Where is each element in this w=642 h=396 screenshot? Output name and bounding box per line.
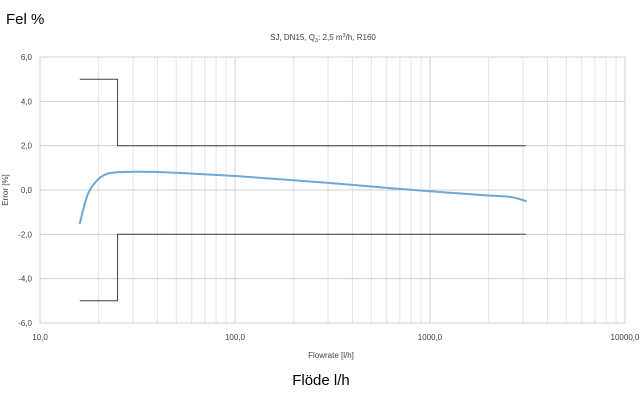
lower-limit-line [79, 233, 526, 302]
y-tick-label: 2,0 [21, 142, 33, 151]
series-layer [78, 170, 527, 225]
y-tick-label: -2,0 [18, 230, 32, 239]
x-tick-label: 100,0 [225, 333, 246, 342]
x-tick-label: 10000,0 [611, 333, 640, 342]
x-outer-label: Flöde l/h [292, 372, 350, 389]
y-axis-label: Error [%] [1, 174, 10, 206]
y-tick-label: -4,0 [18, 275, 32, 284]
chart-title: SJ, DN15, Q3: 2,5 m3/h, R160 [270, 33, 376, 44]
x-tick-label: 1000,0 [418, 333, 443, 342]
x-tick-label: 10,0 [32, 333, 48, 342]
y-tick-label: 4,0 [21, 97, 33, 106]
grid [39, 56, 626, 324]
y-tick-label: 6,0 [21, 53, 33, 62]
error-limit-lines [79, 78, 526, 302]
tick-labels: 6,0 4,0 2,0 0,0 -2,0 -4,0 -6,010,0 100,0 1000,0 1… [18, 53, 640, 342]
y-tick-label: -6,0 [18, 319, 32, 328]
y-tick-label: 0,0 [21, 186, 33, 195]
x-axis-label: Flowrate [l/h] [308, 351, 354, 360]
y-outer-label: Fel % [6, 11, 45, 28]
upper-limit-line [79, 78, 526, 147]
error-curve-line [78, 170, 527, 225]
